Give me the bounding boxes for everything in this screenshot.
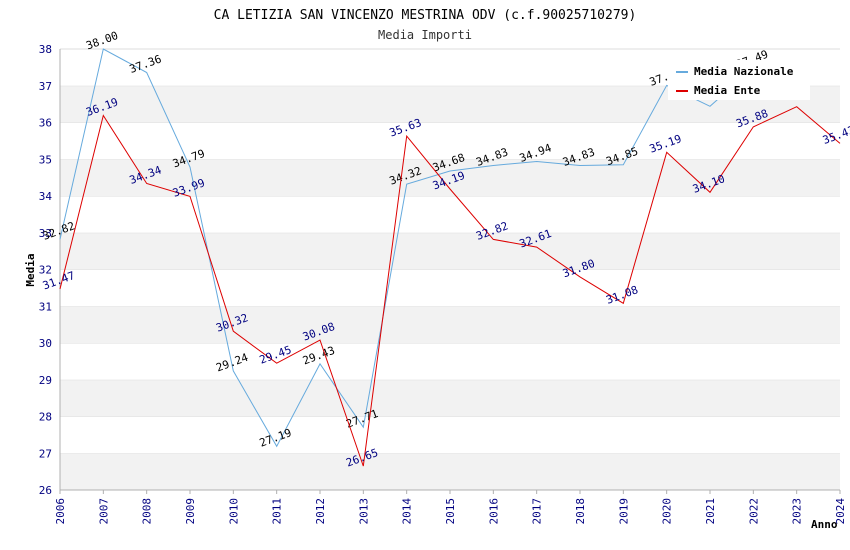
x-tick-label: 2008 — [141, 498, 154, 525]
y-tick-label: 27 — [39, 447, 52, 460]
legend: Media Nazionale Media Ente — [668, 60, 810, 100]
legend-label-media-nazionale: Media Nazionale — [694, 65, 794, 78]
y-tick-label: 28 — [39, 411, 52, 424]
x-tick-label: 2010 — [227, 498, 240, 525]
y-tick-label: 33 — [39, 227, 52, 240]
x-axis-label: Anno — [811, 518, 838, 531]
grid-band — [60, 306, 840, 343]
y-tick-label: 34 — [39, 190, 53, 203]
series-line-media-nazionale — [59, 48, 754, 448]
x-axis-ticks: 2006 2007 2008 2009 2010 2011 2012 2013 2014 2015… — [54, 490, 847, 525]
grid-band — [60, 343, 840, 380]
plot-background — [60, 48, 840, 490]
y-tick-label: 36 — [39, 117, 52, 130]
x-tick-label: 2013 — [357, 498, 370, 525]
x-tick-label: 2017 — [531, 498, 544, 525]
grid-band — [60, 122, 840, 160]
y-tick-label: 37 — [39, 80, 52, 93]
x-tick-label: 2006 — [54, 498, 67, 525]
series-line-media-ente — [59, 106, 841, 467]
chart-title: CA LETIZIA SAN VINCENZO MESTRINA ODV (c.… — [214, 8, 637, 23]
x-tick-label: 2021 — [704, 498, 717, 525]
x-tick-label: 2020 — [661, 498, 674, 525]
x-tick-label: 2007 — [97, 498, 110, 525]
chart-subtitle: Media Importi — [378, 28, 472, 42]
x-tick-label: 2022 — [747, 498, 760, 525]
x-tick-label: 2012 — [314, 498, 327, 525]
x-tick-label: 2015 — [444, 498, 457, 525]
y-axis-ticks: 26 27 28 29 30 31 32 33 34 35 36 37 38 — [39, 43, 53, 497]
grid-band — [60, 379, 840, 417]
grid-band — [60, 232, 840, 270]
y-tick-label: 32 — [39, 264, 52, 277]
y-tick-label: 30 — [39, 337, 52, 350]
grid-band — [60, 416, 840, 454]
x-tick-label: 2024 — [834, 498, 847, 525]
x-tick-label: 2019 — [617, 498, 630, 525]
legend-label-media-ente: Media Ente — [694, 84, 761, 97]
y-tick-label: 31 — [39, 300, 52, 313]
grid-band — [60, 159, 840, 196]
x-tick-label: 2011 — [271, 498, 284, 525]
y-tick-label: 29 — [39, 374, 52, 387]
x-tick-label: 2009 — [184, 498, 197, 525]
y-tick-label: 38 — [39, 43, 52, 56]
y-axis-label: Media — [24, 253, 37, 286]
x-tick-label: 2018 — [574, 498, 587, 525]
x-tick-label: 2023 — [791, 498, 804, 525]
grid-band — [60, 269, 840, 307]
legend-box — [668, 60, 810, 100]
grid-band — [60, 453, 840, 490]
y-tick-label: 35 — [39, 153, 52, 166]
x-tick-label: 2014 — [401, 498, 414, 525]
grid-band — [60, 196, 840, 233]
y-tick-label: 26 — [39, 484, 52, 497]
x-tick-label: 2016 — [487, 498, 500, 525]
